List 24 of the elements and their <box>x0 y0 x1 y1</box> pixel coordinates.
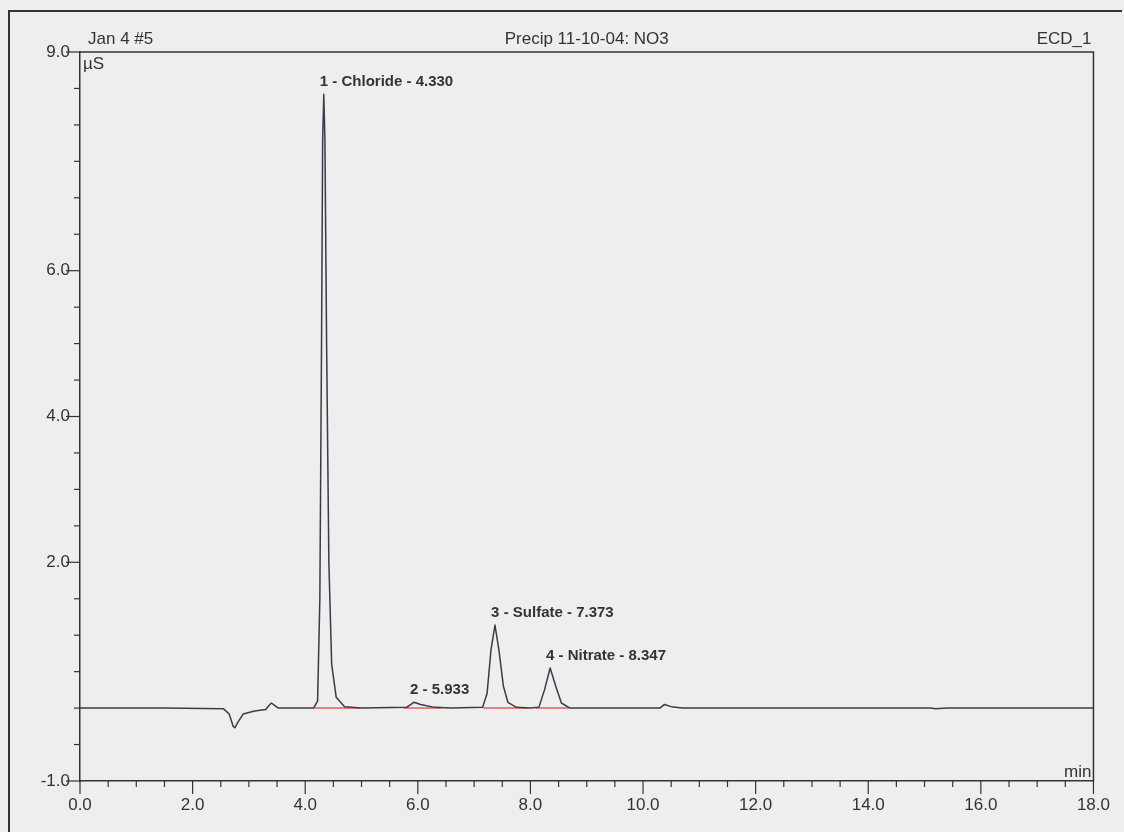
annotation: 2 - 5.933 <box>410 680 470 698</box>
y-tick-label: 4.0 <box>46 406 70 426</box>
x-tick-label: 0.0 <box>68 794 92 814</box>
x-tick-label: 10.0 <box>626 794 660 814</box>
annotation: 3 - Sulfate - 7.373 <box>491 602 614 620</box>
annotation: 4 - Nitrate - 8.347 <box>545 646 667 664</box>
y-tick-label: 6.0 <box>46 260 70 280</box>
x-tick-label: 14.0 <box>851 794 885 814</box>
x-tick-label: 6.0 <box>406 794 430 814</box>
y-tick-label: 2.0 <box>46 551 70 571</box>
x-tick-label: 12.0 <box>739 794 773 814</box>
x-tick-label: 16.0 <box>964 794 998 814</box>
chart-title: Precip 11-10-04: NO3 <box>504 29 669 48</box>
annotation: 1 - Chloride - 4.330 <box>319 72 454 90</box>
x-tick-label: 8.0 <box>518 794 543 814</box>
y-axis-title: µS <box>83 54 105 74</box>
x-tick-label: 2.0 <box>180 794 205 814</box>
y-tick-label: 9.0 <box>46 41 70 61</box>
x-axis-title: min <box>1064 762 1092 781</box>
y-tick-label: -1.0 <box>40 770 70 790</box>
text: Jan 4 #5 <box>88 29 154 48</box>
text: ECD_1 <box>1036 29 1092 48</box>
x-tick-label: 18.0 <box>1076 794 1110 814</box>
x-tick-label: 4.0 <box>293 794 318 814</box>
